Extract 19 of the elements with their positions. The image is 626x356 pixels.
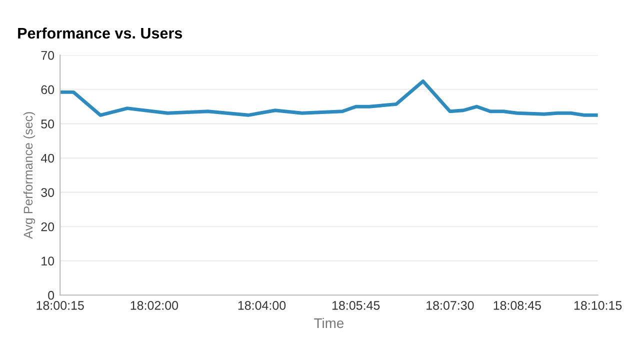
y-tick-label: 70 xyxy=(41,50,54,60)
x-tick-label: 18:00:15 xyxy=(36,301,84,310)
x-tick-label: 18:02:00 xyxy=(130,301,178,310)
y-tick-label: 10 xyxy=(42,256,54,266)
x-tick-label: 18:04:00 xyxy=(238,301,286,310)
y-tick-label: 30 xyxy=(41,188,54,197)
line-series xyxy=(60,79,598,117)
x-tick-label: 18:08:45 xyxy=(494,301,541,310)
y-tick-label: 60 xyxy=(41,85,54,94)
chart-title: Performance vs. Users xyxy=(18,27,182,39)
y-tick-label: 50 xyxy=(41,120,54,128)
x-tick-label: 18:07:30 xyxy=(426,301,474,310)
x-tick-label: 18:05:45 xyxy=(332,301,380,310)
y-tick-label: 20 xyxy=(41,222,54,232)
x-tick-label: 18:10:15 xyxy=(574,301,622,310)
y-tick-label: 0 xyxy=(48,290,54,300)
y-tick-label: 40 xyxy=(40,154,54,163)
x-axis-title: Time xyxy=(314,318,344,328)
y-axis-title: Avg Performance (sec) xyxy=(23,112,36,239)
